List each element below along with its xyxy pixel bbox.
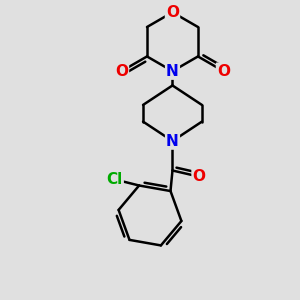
Text: Cl: Cl <box>106 172 123 187</box>
Text: N: N <box>166 64 179 79</box>
Text: O: O <box>193 169 206 184</box>
Text: O: O <box>166 5 179 20</box>
Text: O: O <box>115 64 128 79</box>
Text: N: N <box>166 134 179 148</box>
Text: O: O <box>217 64 230 79</box>
